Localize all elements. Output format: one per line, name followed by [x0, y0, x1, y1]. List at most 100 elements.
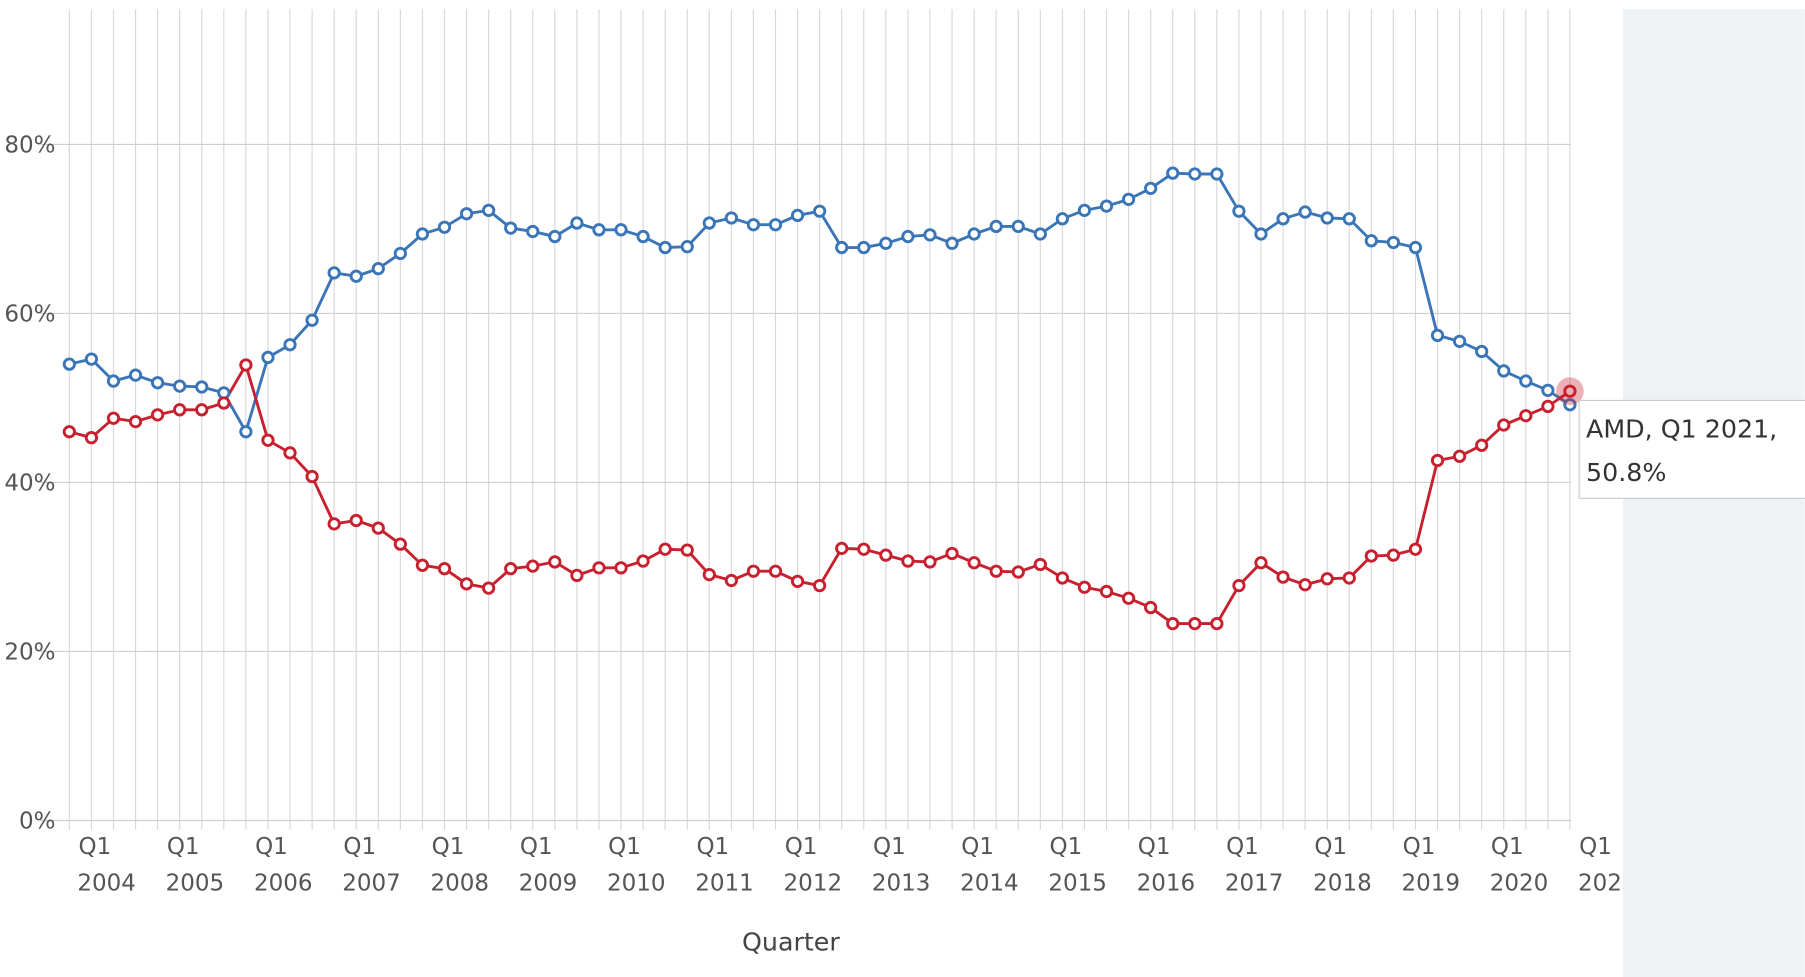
data-point — [195, 403, 209, 417]
data-point — [945, 546, 959, 561]
data-point — [1166, 616, 1180, 631]
data-point — [1011, 565, 1025, 579]
marks — [62, 166, 1584, 631]
data-point — [636, 229, 650, 244]
data-point — [1497, 364, 1511, 378]
data-point — [989, 564, 1003, 578]
data-point — [283, 338, 297, 352]
data-point — [1099, 199, 1114, 213]
data-point — [1276, 212, 1290, 226]
data-point — [459, 207, 474, 221]
data-point — [1386, 235, 1401, 250]
data-point — [945, 236, 959, 250]
data-point — [1541, 399, 1555, 414]
data-point — [415, 227, 430, 241]
data-point — [84, 352, 99, 366]
data-point — [1541, 383, 1555, 397]
data-point — [1099, 584, 1114, 599]
data-point — [261, 350, 275, 365]
data-point — [1386, 548, 1401, 562]
y-tick-label: 20% — [4, 640, 55, 666]
data-point — [482, 203, 496, 217]
data-point — [1276, 570, 1290, 584]
highlight-halo — [1556, 377, 1584, 405]
data-point — [62, 357, 76, 371]
data-point — [1033, 557, 1047, 572]
data-point — [1077, 580, 1092, 594]
data-point — [1342, 212, 1356, 226]
data-point — [1055, 212, 1070, 226]
data-point — [879, 548, 893, 562]
data-point — [680, 240, 694, 254]
data-point — [790, 574, 805, 588]
x-tick-label: Q1 — [343, 834, 376, 860]
x-tick-label: Q1 — [961, 834, 994, 860]
data-point — [62, 425, 76, 439]
data-point — [1475, 344, 1489, 359]
data-point — [1430, 328, 1445, 343]
data-point — [879, 236, 893, 250]
y-tick-label: 0% — [19, 809, 56, 835]
y-tick-label: 40% — [4, 471, 55, 497]
data-point — [261, 433, 275, 447]
data-point — [504, 221, 518, 235]
data-point — [106, 411, 121, 425]
data-point — [813, 578, 827, 593]
x-tick-label: 2010 — [607, 871, 666, 897]
x-tick-label: 2016 — [1137, 871, 1196, 897]
data-point — [1210, 167, 1224, 181]
x-tick-label: Q1 — [1138, 834, 1171, 860]
data-point — [1519, 409, 1533, 423]
x-tick-label: 2009 — [519, 871, 578, 897]
grid — [40, 9, 1572, 830]
data-point — [790, 208, 805, 223]
data-point — [437, 562, 452, 576]
y-tick-label: 80% — [4, 132, 55, 158]
data-point — [371, 521, 385, 535]
data-point — [393, 537, 407, 551]
data-point — [724, 211, 738, 225]
tooltip-line: AMD, Q1 2021, — [1586, 414, 1777, 443]
x-tick-label: Q1 — [167, 834, 200, 860]
data-point — [746, 218, 761, 232]
data-point — [349, 513, 363, 528]
data-point — [702, 567, 716, 582]
data-point — [1475, 438, 1489, 452]
data-point — [1364, 549, 1378, 563]
data-point — [1144, 600, 1158, 615]
data-point — [393, 246, 407, 261]
x-tick-label: 2011 — [695, 871, 754, 897]
labels: Q1 2004 Q1 2005 Q1 2006 Q1 2007 Q1 2008 Q1 2009 Q1 20… — [4, 132, 1636, 896]
data-point — [1519, 374, 1533, 388]
data-point — [150, 376, 165, 390]
data-point — [1408, 542, 1423, 556]
data-point — [658, 240, 672, 255]
x-tick-label: 2007 — [342, 871, 401, 897]
x-axis-title: Quarter — [742, 928, 840, 957]
data-point — [1166, 166, 1180, 180]
data-point — [1121, 591, 1136, 605]
data-point — [1188, 616, 1202, 631]
data-point — [283, 446, 297, 460]
data-point — [1408, 240, 1423, 255]
data-point — [548, 555, 562, 569]
data-point — [150, 408, 165, 422]
data-point — [1298, 578, 1312, 592]
data-point — [570, 568, 584, 583]
data-point — [548, 229, 562, 244]
data-point — [923, 555, 937, 569]
data-point — [239, 358, 253, 372]
data-point — [459, 577, 474, 591]
data-point — [901, 554, 915, 568]
data-point — [857, 240, 871, 255]
data-point — [84, 431, 99, 445]
data-point — [195, 380, 209, 394]
tooltip: AMD, Q1 2021, 50.8% — [1578, 399, 1805, 499]
data-point — [349, 269, 363, 283]
data-point — [1563, 398, 1577, 412]
data-point — [173, 379, 187, 393]
data-point — [768, 218, 783, 232]
x-tick-label: 2004 — [77, 871, 136, 897]
x-tick-label: Q1 — [255, 834, 288, 860]
